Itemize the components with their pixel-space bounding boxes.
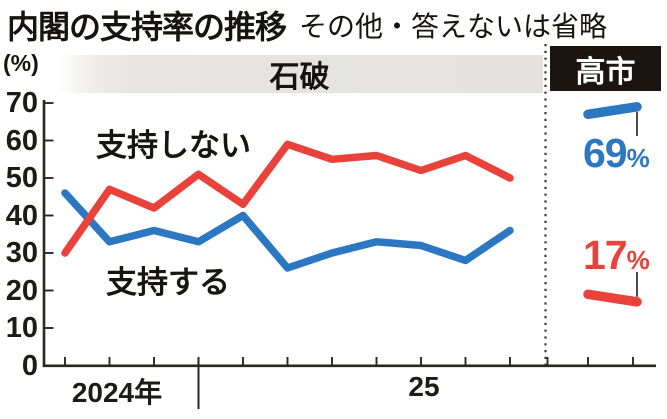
takaichi-support-number: 69 xyxy=(583,130,628,176)
y-axis-tick-label: 40 xyxy=(5,199,38,232)
oppose-series-label: 支持しない xyxy=(96,128,251,163)
ishiba-period-band: 石破 xyxy=(56,55,543,94)
support-series-label: 支持する xyxy=(106,265,230,300)
support-line xyxy=(61,189,514,272)
y-axis-tick-label: 20 xyxy=(5,274,38,307)
y-axis-tick-label: 60 xyxy=(5,124,38,157)
ishiba-period-label: 石破 xyxy=(269,61,330,94)
y-axis-tick-label: 30 xyxy=(5,237,38,269)
oppose-line xyxy=(61,140,514,257)
y-axis-unit-label: (%) xyxy=(3,50,39,76)
takaichi-oppose-percent-sign: % xyxy=(626,245,650,275)
takaichi-oppose-number: 17 xyxy=(583,232,628,278)
y-axis-tick-label: 50 xyxy=(5,162,38,194)
x-axis-label-25: 25 xyxy=(408,371,440,402)
takaichi-support-value: 69% xyxy=(583,133,650,174)
takaichi-support-segment xyxy=(583,102,642,120)
takaichi-period-label: 高市 xyxy=(575,55,636,89)
y-axis-tick-label: 0 xyxy=(21,349,38,382)
takaichi-period-box: 高市 xyxy=(550,46,661,91)
takaichi-support-percent-sign: % xyxy=(626,143,650,173)
x-axis-label-2024: 2024年 xyxy=(71,377,163,408)
y-axis-tick-label: 10 xyxy=(5,312,38,344)
chart-title: 内閣の支持率の推移 xyxy=(7,9,287,45)
takaichi-oppose-segment xyxy=(583,289,642,307)
chart-subtitle: その他・答えないは省略 xyxy=(299,11,608,42)
y-axis-tick-label: 70 xyxy=(5,87,38,119)
header: 内閣の支持率の推移 その他・答えないは省略 xyxy=(7,2,607,48)
takaichi-oppose-value: 17% xyxy=(583,235,650,276)
